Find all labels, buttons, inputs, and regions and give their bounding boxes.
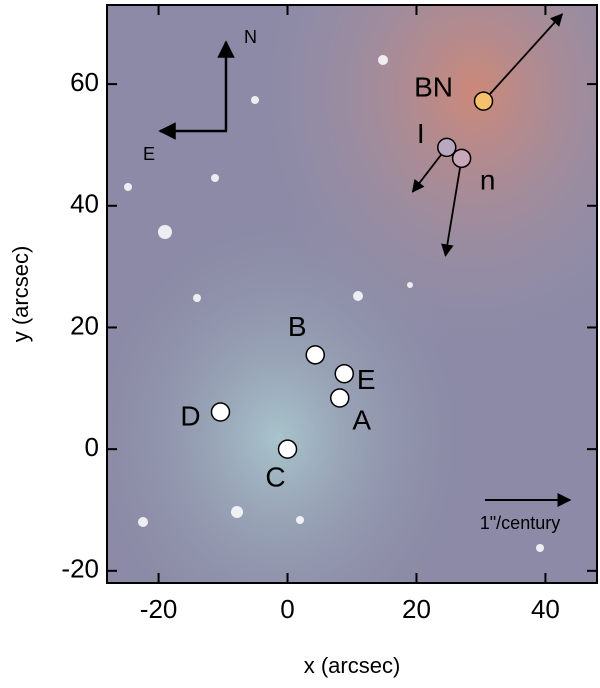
y-tick-label: 0: [85, 432, 99, 462]
compass-east: E: [143, 144, 155, 164]
y-axis-label: y (arcsec): [8, 246, 33, 343]
y-tick-label: 40: [70, 189, 99, 219]
chart: N E 1"/century x (arcsec) y (arcsec) -20…: [0, 0, 600, 688]
point-label: B: [288, 311, 307, 342]
point-label: A: [352, 404, 371, 435]
source-point: [211, 403, 229, 421]
point-label: C: [265, 462, 285, 493]
source-point: [279, 440, 297, 458]
point-label: D: [180, 400, 200, 431]
x-tick-label: 40: [531, 594, 560, 624]
y-tick-label: 60: [70, 67, 99, 97]
point-label: E: [357, 364, 376, 395]
point-label: BN: [414, 72, 453, 103]
point-label: n: [480, 165, 496, 196]
source-point: [331, 389, 349, 407]
point-label: I: [417, 118, 425, 149]
background-image: [107, 5, 597, 583]
x-axis-label: x (arcsec): [304, 653, 401, 678]
compass-north: N: [244, 27, 257, 47]
source-point: [453, 149, 471, 167]
x-tick-label: -20: [140, 594, 178, 624]
source-point: [335, 365, 353, 383]
source-point: [306, 346, 324, 364]
y-tick-label: -20: [61, 554, 99, 584]
scale-label: 1"/century: [480, 513, 560, 533]
source-point: [475, 92, 493, 110]
x-tick-label: 20: [402, 594, 431, 624]
x-tick-label: 0: [280, 594, 294, 624]
y-tick-label: 20: [70, 310, 99, 340]
